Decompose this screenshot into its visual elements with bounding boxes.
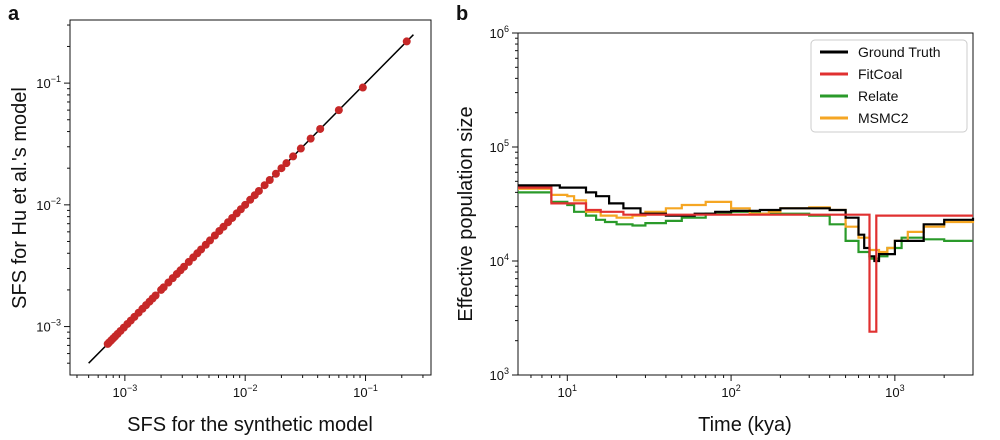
panel-b-x-axis-label: Time (kya) [698,414,792,436]
y-tick-label: 105 [490,138,509,155]
legend-label-msmc2: MSMC2 [858,110,909,126]
scatter-point [306,134,315,143]
scatter-point [103,339,112,348]
scatter-point [210,231,219,240]
panel-a-ticks: 10−3 10−2 10−1 10−3 10−2 10−1 [36,24,424,400]
series-line-msmc2 [518,187,975,254]
panel-a-points [103,37,411,348]
x-tick-label: 101 [558,383,577,400]
scatter-point [316,124,325,133]
scatter-point [334,106,343,115]
y-tick-label: 103 [490,366,509,383]
panel-a-letter: a [8,3,20,25]
scatter-point [246,195,255,204]
scatter-point [358,83,367,92]
legend-label-relate: Relate [858,88,899,104]
panel-b-series-lines [518,184,975,333]
scatter-point [277,164,286,173]
panel-b-plot-frame [517,32,974,376]
y-tick-label: 10−3 [36,318,61,335]
scatter-point [265,175,274,184]
panel-b-legend: Ground Truth FitCoal Relate MSMC2 [810,39,968,133]
scatter-point [184,257,193,266]
scatter-point [271,169,280,178]
legend-label-fitcoal: FitCoal [858,66,902,82]
panel-b-line-plot: b 101 102 103 103 104 105 106 Ground Truth Fit… [455,3,975,436]
panel-a-x-axis-label: SFS for the synthetic model [127,414,373,436]
y-tick-label: 104 [490,252,509,269]
x-tick-label: 102 [721,383,740,400]
y-tick-label: 10−1 [36,74,61,91]
x-tick-label: 10−1 [353,383,378,400]
scatter-point [157,285,166,294]
panel-b-y-axis-label: Effective population size [455,106,477,321]
series-line-ground-truth [518,184,975,263]
y-tick-label: 10−2 [36,196,61,213]
legend-box [810,39,968,133]
legend-label-ground-truth: Ground Truth [858,44,941,60]
panel-a-scatter-plot: a 10−3 10−2 10−1 10−3 10−2 10−1 SFS for the s… [8,3,432,436]
panel-b-ticks: 101 102 103 103 104 105 106 [490,24,945,400]
panel-a-plot-frame [69,19,432,376]
scatter-point [260,181,269,190]
series-line-fitcoal [518,186,973,333]
x-tick-label: 10−2 [233,383,258,400]
scatter-point [282,159,291,168]
scatter-point [289,152,298,161]
x-tick-label: 10−3 [112,383,137,400]
scatter-point [296,144,305,153]
y-tick-label: 106 [490,24,509,41]
panel-a-y-axis-label: SFS for Hu et al.'s model [9,87,31,309]
x-tick-label: 103 [885,383,904,400]
scatter-point [402,37,411,46]
panel-b-letter: b [456,3,468,25]
